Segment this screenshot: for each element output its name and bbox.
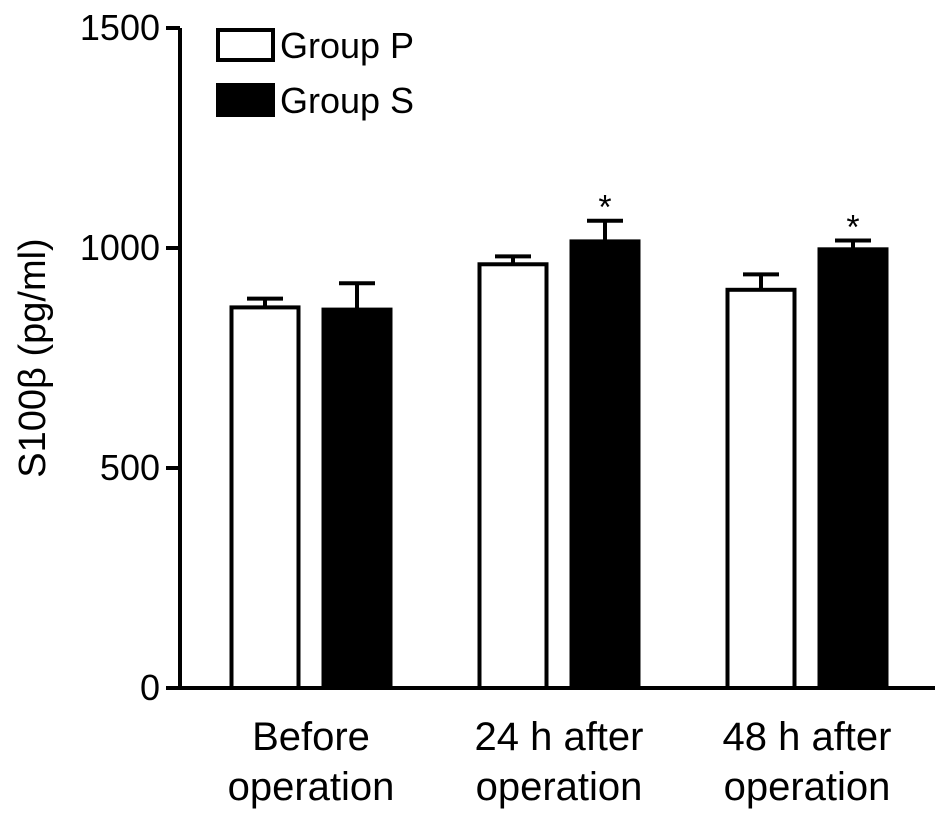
y-tick-label: 0 (140, 667, 160, 708)
legend-swatch (216, 83, 275, 117)
x-category-label: Before (252, 715, 370, 759)
y-tick-label: 1500 (80, 7, 160, 48)
significance-marker: * (598, 189, 611, 227)
y-tick-label: 1000 (80, 227, 160, 268)
significance-marker: * (846, 209, 859, 247)
bars: ** (229, 189, 889, 690)
x-category-label: 48 h after (722, 715, 891, 759)
bar (817, 247, 889, 690)
legend-label: Group S (280, 80, 414, 121)
bar (725, 287, 797, 690)
legend: Group P Group S (216, 25, 414, 121)
x-category-label: operation (228, 765, 395, 809)
y-axis: 0 500 1000 1500 (80, 7, 182, 708)
x-axis: Before operation 24 h after operation 48 h a… (180, 686, 935, 809)
bar (321, 307, 393, 690)
y-axis-title: S100β (pg/ml) (12, 238, 54, 477)
x-category-label: operation (476, 765, 643, 809)
legend-swatch (216, 28, 275, 62)
x-category-label: 24 h after (474, 715, 643, 759)
legend-label: Group P (280, 25, 414, 66)
y-tick-label: 500 (100, 447, 160, 488)
x-category-label: operation (724, 765, 891, 809)
bar (569, 239, 641, 690)
bar (477, 262, 549, 690)
bar (229, 305, 301, 690)
